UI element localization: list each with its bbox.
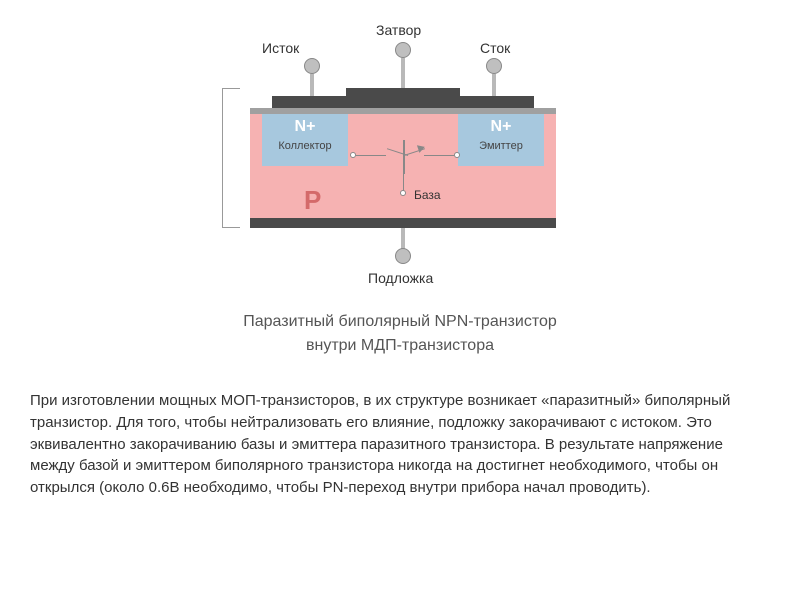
- bjt-base-dot: [400, 190, 406, 196]
- body-paragraph: При изготовлении мощных МОП-транзисторов…: [30, 390, 770, 499]
- label-base: База: [414, 188, 441, 202]
- n-region-right: N+ Эмиттер: [458, 114, 544, 166]
- diagram-stage: Исток Затвор Сток N+ Коллектор N+ Эмитте…: [0, 0, 800, 600]
- gate-contact: [346, 88, 460, 108]
- pin-substrate-stem: [401, 228, 405, 250]
- caption-line2: внутри МДП-транзистора: [306, 337, 494, 354]
- source-contact: [272, 96, 346, 108]
- n-left-sublabel: Коллектор: [278, 140, 331, 152]
- pin-gate-stem: [401, 58, 405, 88]
- n-region-left: N+ Коллектор: [262, 114, 348, 166]
- caption: Паразитный биполярный NPN-транзистор вну…: [0, 310, 800, 358]
- pin-drain: [486, 58, 502, 74]
- bottom-contact: [250, 218, 556, 228]
- pin-substrate: [395, 248, 411, 264]
- pin-drain-stem: [492, 74, 496, 96]
- pin-source: [304, 58, 320, 74]
- label-source: Исток: [262, 40, 299, 56]
- p-label: P: [304, 185, 321, 216]
- pin-gate: [395, 42, 411, 58]
- bjt-c-wire: [356, 155, 386, 156]
- pin-source-stem: [310, 74, 314, 96]
- bjt-emitter-dot: [454, 152, 460, 158]
- label-drain: Сток: [480, 40, 510, 56]
- label-gate: Затвор: [376, 22, 421, 38]
- bjt-base-bar: [403, 140, 405, 174]
- bjt-e-wire: [424, 155, 454, 156]
- n-left-label: N+: [295, 118, 316, 135]
- n-right-label: N+: [491, 118, 512, 135]
- drain-contact: [460, 96, 534, 108]
- label-substrate: Подложка: [368, 270, 433, 286]
- left-bracket: [222, 88, 240, 228]
- caption-line1: Паразитный биполярный NPN-транзистор: [243, 313, 557, 330]
- n-right-sublabel: Эмиттер: [479, 140, 523, 152]
